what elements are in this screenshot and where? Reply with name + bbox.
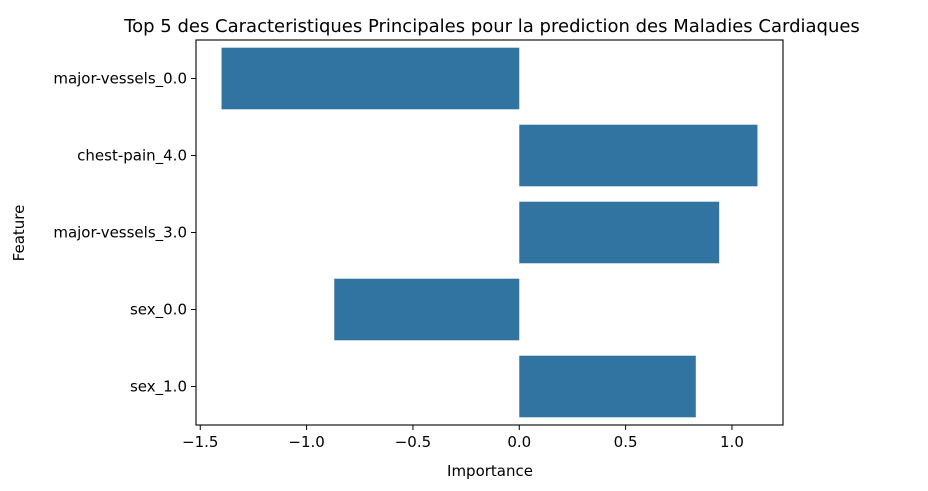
bars-layer (221, 47, 758, 418)
x-axis: −1.5 −1.0 −0.5 0.0 0.5 1.0 (182, 425, 744, 451)
bar-major-vessels_0.0 (221, 47, 520, 110)
y-tick-label: major-vessels_0.0 (53, 70, 187, 89)
y-tick-label: sex_0.0 (130, 301, 187, 320)
y-tick-label: chest-pain_4.0 (77, 147, 187, 166)
bar-sex_0.0 (334, 278, 520, 341)
bar-major-vessels_3.0 (519, 201, 720, 264)
chart-title: Top 5 des Caracteristiques Principales p… (123, 16, 860, 37)
x-tick-label: −1.5 (182, 433, 218, 451)
bar-sex_1.0 (519, 355, 696, 418)
x-tick-label: −1.0 (288, 433, 324, 451)
y-axis-label: Feature (10, 205, 28, 262)
x-tick-label: 0.0 (507, 433, 531, 451)
x-axis-label: Importance (447, 462, 533, 480)
bar-chest-pain_4.0 (519, 124, 758, 187)
x-tick-label: 0.5 (614, 433, 638, 451)
y-tick-label: major-vessels_3.0 (53, 224, 187, 243)
x-tick-label: −0.5 (395, 433, 431, 451)
x-tick-label: 1.0 (720, 433, 744, 451)
y-tick-label: sex_1.0 (130, 378, 187, 397)
y-axis: major-vessels_0.0 chest-pain_4.0 major-ves… (53, 70, 196, 397)
